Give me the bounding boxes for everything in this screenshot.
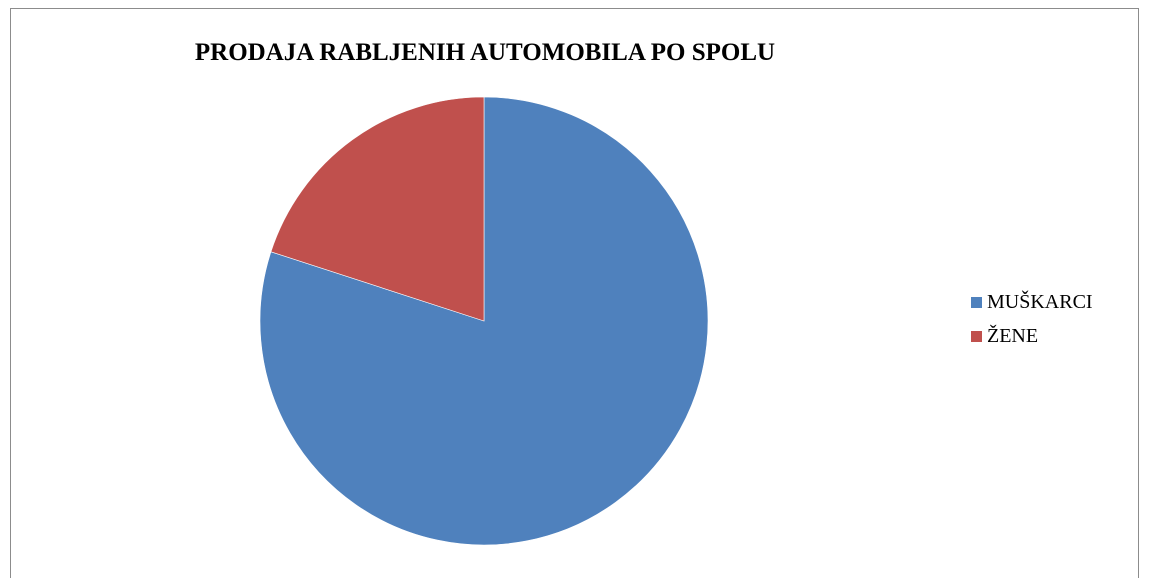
chart-title: PRODAJA RABLJENIH AUTOMOBILA PO SPOLU: [194, 39, 776, 66]
legend-item-zene: ŽENE: [971, 321, 1093, 351]
legend-label-zene: ŽENE: [987, 324, 1039, 347]
legend: MUŠKARCI ŽENE: [971, 287, 1093, 355]
legend-label-muskarci: MUŠKARCI: [987, 290, 1093, 313]
legend-swatch-zene: [971, 330, 982, 342]
pie-chart: [259, 96, 709, 546]
legend-swatch-muskarci: [971, 296, 982, 308]
legend-item-muskarci: MUŠKARCI: [971, 287, 1093, 317]
pie-slice-zene: [270, 96, 485, 322]
chart-frame: PRODAJA RABLJENIH AUTOMOBILA PO SPOLU MU…: [10, 8, 1139, 578]
